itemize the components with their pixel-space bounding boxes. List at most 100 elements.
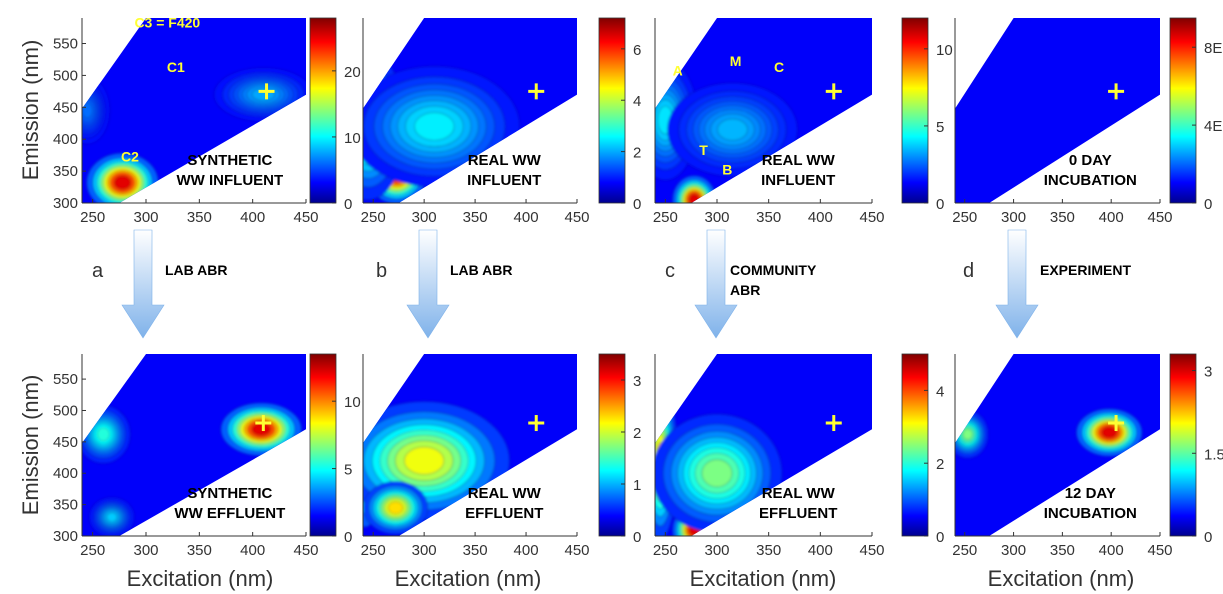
- eem-peaks: [655, 59, 798, 203]
- eem-panel: 250 300 350 400 450300350400450500550SYNTHET…: [53, 15, 361, 226]
- eem-panel: 250 300 350 400 450 REAL WW EFFLUENT 0 2 4: [653, 353, 944, 559]
- peak-annotation: B: [722, 161, 732, 177]
- x-tick-label: 250: [361, 209, 386, 226]
- x-tick-label: 250: [653, 209, 678, 226]
- peak-annotation: M: [730, 53, 742, 69]
- colorbar: [309, 17, 337, 204]
- panel-letter: d: [963, 260, 974, 282]
- x-tick-label: 450: [859, 542, 884, 559]
- colorbar-tick-label: 2: [633, 425, 641, 442]
- contour-level: [387, 501, 404, 515]
- x-tick-label: 400: [808, 542, 833, 559]
- contour-level: [404, 446, 445, 475]
- sample-label: 12 DAY: [1065, 485, 1116, 502]
- colorbar-tick-label: 1.5: [1204, 446, 1223, 463]
- y-tick-label: 550: [53, 36, 78, 53]
- x-tick-label: 250: [361, 542, 386, 559]
- x-tick-label: 250: [80, 209, 105, 226]
- transition: d EXPERIMENT: [963, 229, 1131, 339]
- transition: b LAB ABR: [376, 229, 512, 339]
- y-tick-label: 450: [53, 99, 78, 116]
- x-tick-label: 350: [756, 542, 781, 559]
- y-tick-label: 500: [53, 67, 78, 84]
- x-tick-label: 300: [704, 209, 729, 226]
- y-axis-label-bottom: Emission (nm): [18, 375, 43, 516]
- colorbar-tick-label: 0: [344, 529, 352, 546]
- panel-layer: 250 300 350 400 450300350400450500550SYNTHET…: [53, 15, 1223, 559]
- sample-label: EFFLUENT: [465, 505, 543, 522]
- x-tick-label: 350: [1050, 542, 1075, 559]
- colorbar-tick-label: 0: [936, 529, 944, 546]
- eem-surface: [82, 18, 306, 203]
- x-tick-label: 300: [1001, 542, 1026, 559]
- colorbar-tick-label: 3: [633, 373, 641, 390]
- y-axis-label-top: Emission (nm): [18, 40, 43, 181]
- y-tick-label: 400: [53, 465, 78, 482]
- colorbar-tick-label: 10: [344, 394, 361, 411]
- x-tick-label: 250: [952, 542, 977, 559]
- sample-label: EFFLUENT: [759, 505, 837, 522]
- eem-surface: [655, 18, 872, 203]
- sample-label: REAL WW: [468, 485, 542, 502]
- transition-label: EXPERIMENT: [1040, 262, 1131, 278]
- x-tick-label: 250: [653, 542, 678, 559]
- contour-level: [106, 512, 118, 523]
- x-tick-label: 300: [412, 542, 437, 559]
- sample-label: WW EFFLUENT: [174, 505, 285, 522]
- contour-level: [96, 427, 110, 442]
- sample-label: REAL WW: [468, 152, 542, 169]
- colorbar-tick-label: 0: [633, 196, 641, 213]
- contour-level: [1101, 426, 1118, 439]
- eem-panel: 250 300 350 400 450 REAL WW INFLUENT 0 2 4 6: [361, 17, 641, 226]
- x-tick-label: 250: [952, 209, 977, 226]
- x-tick-label: 450: [293, 542, 318, 559]
- y-tick-label: 350: [53, 497, 78, 514]
- y-tick-label: 300: [53, 528, 78, 545]
- eem-surface: [363, 18, 577, 203]
- panel-letter: c: [665, 260, 675, 282]
- contour-level: [82, 102, 93, 119]
- peak-annotation: A: [673, 62, 683, 78]
- sample-label: INFLUENT: [761, 172, 835, 189]
- x-tick-label: 350: [187, 542, 212, 559]
- contour-level: [701, 459, 733, 488]
- colorbar-tick-label: 4E-3: [1204, 118, 1223, 135]
- colorbar: [901, 17, 929, 204]
- x-tick-label: 450: [1147, 542, 1172, 559]
- x-axis-label-4: Excitation (nm): [988, 566, 1135, 591]
- sample-label: SYNTHETIC: [187, 152, 272, 169]
- x-tick-label: 300: [133, 209, 158, 226]
- peak-annotation: C3 = F420: [134, 15, 200, 31]
- eem-panel: 250 300 350 400 450 0 DAY INCUBATION 0 4E-3 8E-3: [952, 17, 1223, 226]
- x-tick-label: 250: [80, 542, 105, 559]
- x-tick-label: 400: [514, 209, 539, 226]
- x-tick-label: 450: [293, 209, 318, 226]
- down-arrow-icon: [694, 229, 738, 339]
- down-arrow-icon: [995, 229, 1039, 339]
- eem-surface: [655, 354, 872, 536]
- x-tick-label: 300: [133, 542, 158, 559]
- peak-annotation: C: [774, 59, 784, 75]
- colorbar-tick-label: 10: [936, 42, 953, 59]
- colorbar-tick-label: 5: [344, 462, 352, 479]
- sample-label: SYNTHETIC: [187, 485, 272, 502]
- contour-level: [688, 193, 700, 203]
- contour-level: [962, 428, 973, 441]
- down-arrow-icon: [406, 229, 450, 339]
- x-tick-label: 400: [1099, 209, 1124, 226]
- x-axis-label-2: Excitation (nm): [395, 566, 542, 591]
- colorbar-tick-label: 0: [344, 196, 352, 213]
- x-tick-label: 300: [704, 542, 729, 559]
- colorbar-tick-label: 5: [936, 119, 944, 136]
- x-axis-label-1: Excitation (nm): [127, 566, 274, 591]
- panel-letter: a: [92, 260, 104, 282]
- x-tick-label: 400: [514, 542, 539, 559]
- eem-peaks: [655, 381, 783, 536]
- transition: c COMMUNITY ABR: [665, 229, 817, 339]
- contour-level: [414, 112, 455, 141]
- eem-peaks: [363, 368, 510, 535]
- x-axis-label-3: Excitation (nm): [690, 566, 837, 591]
- transition-label: COMMUNITY: [730, 262, 817, 278]
- x-tick-label: 450: [1147, 209, 1172, 226]
